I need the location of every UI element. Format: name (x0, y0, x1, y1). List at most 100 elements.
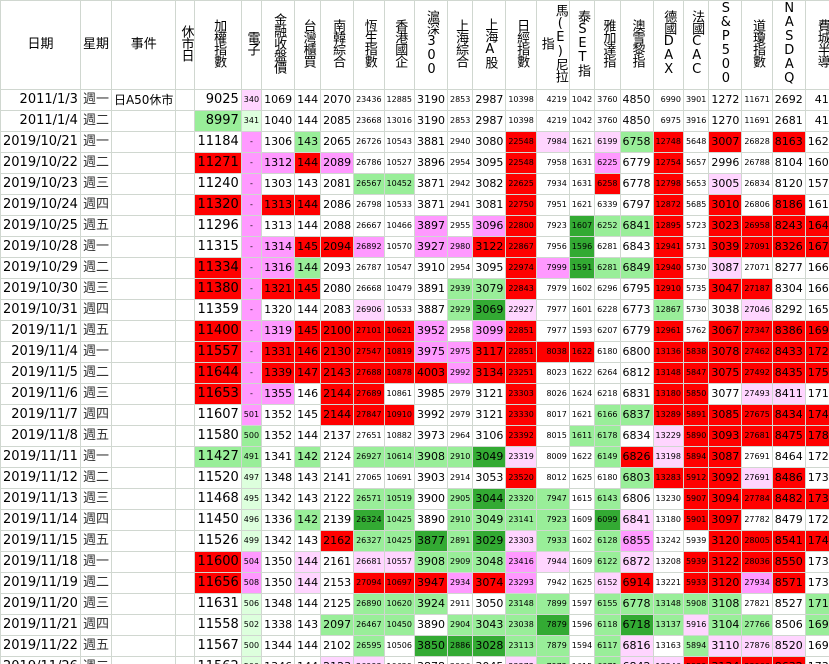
cell-klci[interactable]: 8026 (535, 383, 570, 405)
cell-dow[interactable]: 27691 (741, 446, 773, 468)
cell-kospi[interactable]: 2162 (320, 530, 355, 552)
cell-electronics[interactable]: 341 (240, 110, 263, 132)
cell-sox[interactable]: 1651 (804, 299, 829, 321)
cell-sse[interactable]: 2992 (446, 362, 474, 384)
cell-taiex[interactable]: 11580 (194, 425, 242, 447)
cell-date[interactable]: 2019/11/15 (0, 530, 81, 552)
cell-weekday[interactable]: 週三 (79, 278, 112, 300)
cell-event[interactable] (110, 173, 177, 195)
cell-otc[interactable]: 145 (294, 236, 322, 258)
cell-dax[interactable]: 12941 (652, 236, 684, 258)
cell-csi300[interactable]: 3992 (413, 404, 448, 426)
cell-set[interactable]: 1042 (568, 110, 596, 132)
header-hscei[interactable]: 香港國企 (383, 0, 415, 90)
cell-holiday[interactable] (175, 89, 196, 111)
cell-jakarta[interactable]: 6281 (594, 257, 621, 279)
cell-hsi[interactable]: 26993 (353, 656, 385, 664)
header-holiday[interactable]: 休市日 (175, 0, 196, 90)
cell-date[interactable]: 2019/10/31 (0, 299, 81, 321)
cell-sp500[interactable]: 3092 (708, 467, 743, 489)
cell-hsi[interactable]: 27101 (353, 320, 385, 342)
cell-holiday[interactable] (175, 383, 196, 405)
cell-sha[interactable]: 2987 (472, 110, 507, 132)
cell-csi300[interactable]: 3985 (413, 383, 448, 405)
cell-otc[interactable]: 144 (294, 152, 322, 174)
cell-csi300[interactable]: 3973 (413, 425, 448, 447)
cell-klci[interactable]: 7879 (535, 614, 570, 636)
cell-dow[interactable]: 27462 (741, 341, 773, 363)
header-jakarta[interactable]: 雅加達指 (594, 0, 621, 90)
cell-taiex[interactable]: 11359 (194, 299, 242, 321)
cell-holiday[interactable] (175, 152, 196, 174)
cell-finance[interactable]: 1314 (261, 236, 296, 258)
cell-sse[interactable]: 2914 (446, 467, 474, 489)
cell-sp500[interactable]: 3097 (708, 509, 743, 531)
cell-event[interactable] (110, 635, 177, 657)
cell-hsi[interactable]: 27688 (353, 362, 385, 384)
cell-otc[interactable]: 144 (294, 215, 322, 237)
cell-dow[interactable]: 27091 (741, 236, 773, 258)
cell-holiday[interactable] (175, 278, 196, 300)
cell-sha[interactable]: 3134 (472, 362, 507, 384)
cell-asx[interactable]: 6718 (619, 614, 654, 636)
cell-jakarta[interactable]: 6207 (594, 320, 621, 342)
cell-klci[interactable]: 8012 (535, 467, 570, 489)
cell-finance[interactable]: 1352 (261, 404, 296, 426)
header-sox[interactable]: 費城半導 (804, 0, 829, 90)
cell-asx[interactable]: 6778 (619, 173, 654, 195)
cell-asx[interactable]: 6778 (619, 593, 654, 615)
cell-csi300[interactable]: 3952 (413, 320, 448, 342)
cell-taiex[interactable]: 11653 (194, 383, 242, 405)
cell-nasdaq[interactable]: 8411 (771, 383, 806, 405)
cell-electronics[interactable]: - (240, 320, 263, 342)
cell-date[interactable]: 2019/11/20 (0, 593, 81, 615)
cell-asx[interactable]: 6842 (619, 656, 654, 664)
cell-sox[interactable]: 416 (804, 110, 829, 132)
cell-taiex[interactable]: 11607 (194, 404, 242, 426)
cell-taiex[interactable]: 11567 (194, 635, 242, 657)
cell-sse[interactable]: 2964 (446, 425, 474, 447)
cell-cac[interactable]: 5891 (682, 404, 710, 426)
cell-holiday[interactable] (175, 110, 196, 132)
cell-electronics[interactable]: - (240, 194, 263, 216)
cell-csi300[interactable]: 3947 (413, 572, 448, 594)
cell-sha[interactable]: 3028 (472, 635, 507, 657)
cell-electronics[interactable]: 500 (240, 425, 263, 447)
cell-sox[interactable]: 1690 (804, 320, 829, 342)
cell-dow[interactable]: 27691 (741, 467, 773, 489)
cell-kospi[interactable]: 2085 (320, 110, 355, 132)
cell-sha[interactable]: 3081 (472, 194, 507, 216)
cell-cac[interactable]: 5894 (682, 446, 710, 468)
cell-hsi[interactable]: 26467 (353, 614, 385, 636)
cell-set[interactable]: 1622 (568, 362, 596, 384)
cell-event[interactable] (110, 383, 177, 405)
cell-holiday[interactable] (175, 614, 196, 636)
cell-electronics[interactable]: - (240, 383, 263, 405)
cell-holiday[interactable] (175, 341, 196, 363)
cell-otc[interactable]: 144 (294, 593, 322, 615)
cell-asx[interactable]: 4850 (619, 110, 654, 132)
cell-kospi[interactable]: 2143 (320, 362, 355, 384)
cell-nasdaq[interactable]: 8243 (771, 215, 806, 237)
cell-cac[interactable]: 5916 (682, 614, 710, 636)
cell-klci[interactable]: 8015 (535, 425, 570, 447)
cell-sha[interactable]: 3048 (472, 551, 507, 573)
cell-weekday[interactable]: 週三 (79, 173, 112, 195)
cell-nikkei[interactable]: 23416 (505, 551, 537, 573)
cell-set[interactable]: 1042 (568, 89, 596, 111)
cell-nikkei[interactable]: 22843 (505, 278, 537, 300)
cell-jakarta[interactable]: 6122 (594, 551, 621, 573)
cell-sse[interactable]: 2941 (446, 194, 474, 216)
cell-csi300[interactable]: 3908 (413, 446, 448, 468)
cell-sse[interactable]: 2975 (446, 341, 474, 363)
cell-finance[interactable]: 1346 (261, 656, 296, 664)
cell-taiex[interactable]: 11468 (194, 488, 242, 510)
cell-date[interactable]: 2019/11/26 (0, 656, 81, 664)
cell-set[interactable]: 1625 (568, 467, 596, 489)
cell-nikkei[interactable]: 10398 (505, 110, 537, 132)
cell-asx[interactable]: 6872 (619, 551, 654, 573)
cell-taiex[interactable]: 11450 (194, 509, 242, 531)
cell-date[interactable]: 2019/11/6 (0, 383, 81, 405)
cell-set[interactable]: 1596 (568, 614, 596, 636)
cell-cac[interactable]: 5890 (682, 425, 710, 447)
